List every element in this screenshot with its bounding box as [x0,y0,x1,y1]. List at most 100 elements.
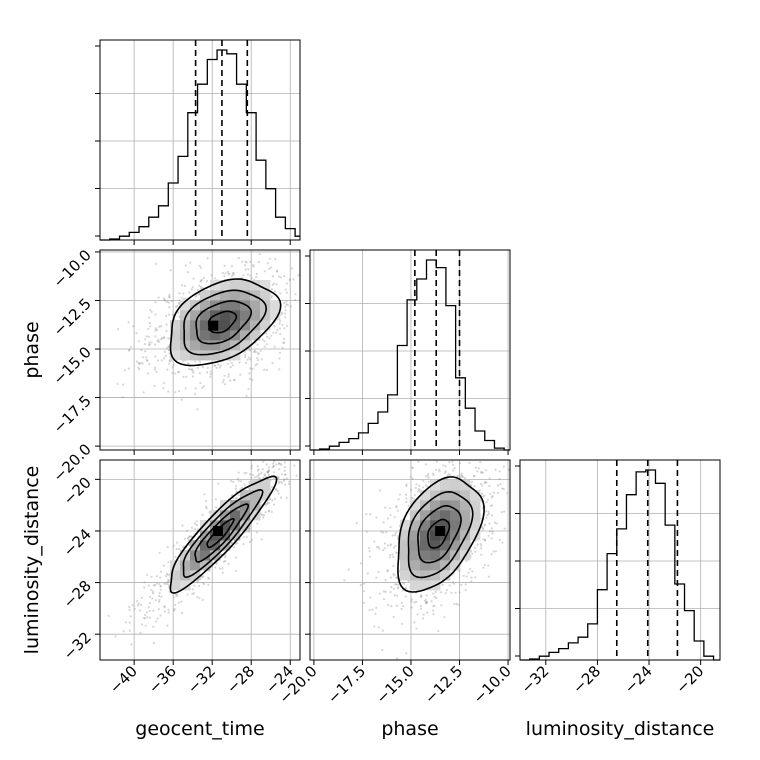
sample-point [237,479,240,482]
sample-point [137,340,141,343]
y-axis-label-luminosity-distance: luminosity_distance [21,466,43,655]
sample-point [432,592,435,595]
sample-point [382,521,385,524]
sample-point [141,362,144,365]
sample-point [277,476,280,479]
sample-point [411,496,414,500]
contour-2 [169,278,282,367]
sample-point [226,362,229,365]
sample-point [432,605,435,608]
sample-point [158,325,161,328]
density-cell [180,580,191,591]
density-cell [190,310,201,321]
sample-point [201,576,204,579]
sample-point [422,486,425,489]
sample-point [404,493,408,496]
sample-point [362,582,366,585]
sample-point [256,351,260,354]
sample-point [270,510,273,513]
sample-point [205,507,208,510]
sample-point [389,544,392,547]
sample-point [410,598,413,601]
sample-point [186,271,190,274]
sample-point [262,516,265,519]
contour-0.5 [206,518,235,549]
density-cell [260,290,271,301]
sample-point [238,361,241,364]
sample-point [144,350,147,353]
density-cell [430,540,441,551]
sample-point [237,471,240,474]
sample-point [158,340,161,343]
x-tick-label: −32 [518,662,553,697]
histogram-geocent-time [100,49,300,241]
sample-point [400,601,403,605]
sample-point [471,570,474,573]
sample-point [256,475,259,478]
density-cell [420,530,431,541]
sample-point [359,584,362,587]
sample-point [474,576,477,579]
density-cell [170,560,181,571]
sample-point [424,475,427,478]
sample-point [260,358,263,361]
sample-point [401,581,405,584]
sample-point [498,470,501,473]
sample-point [116,382,119,385]
sample-point [214,566,217,569]
sample-point [200,278,203,281]
sample-point [158,583,161,586]
sample-point [242,543,245,546]
sample-point [483,538,487,541]
x-tick-label: −36 [145,662,180,697]
sample-point [471,552,474,555]
sample-point [273,476,276,480]
density-cell [430,520,441,531]
x-tick-label: −20 [672,662,707,697]
sample-point [206,576,210,580]
density-cell [250,500,261,511]
sample-point [394,531,397,535]
sample-point [127,349,131,352]
density-cell [190,340,201,351]
sample-point [415,600,418,604]
sample-point [161,337,164,340]
sample-point [279,480,282,483]
sample-point [250,476,253,479]
sample-point [256,343,259,346]
sample-point [259,512,263,516]
sample-point [245,535,248,539]
sample-point [417,487,420,491]
density-cell [220,290,231,301]
sample-point [463,477,466,480]
sample-point [254,350,257,354]
sample-point [265,368,269,372]
sample-point [392,546,395,549]
sample-point [395,506,398,509]
sample-point [154,313,157,316]
sample-point [199,279,203,282]
sample-point [160,338,163,341]
sample-point [437,468,441,471]
sample-point [481,484,484,487]
sample-point [483,539,487,542]
sample-point [148,321,151,325]
sample-point [178,303,181,306]
sample-point [243,264,247,267]
density-cell [450,500,461,511]
sample-point [127,367,131,370]
sample-point [148,602,151,605]
sample-point [191,588,194,591]
sample-point [174,305,177,308]
sample-point [154,343,157,346]
sample-point [458,591,461,594]
sample-point [405,500,408,503]
sample-point [191,592,194,595]
sample-point [487,534,490,537]
sample-point [254,364,257,367]
density-cell [440,480,451,491]
sample-point [248,486,251,490]
sample-point [176,304,179,308]
sample-point [166,583,170,586]
sample-point [438,470,441,473]
